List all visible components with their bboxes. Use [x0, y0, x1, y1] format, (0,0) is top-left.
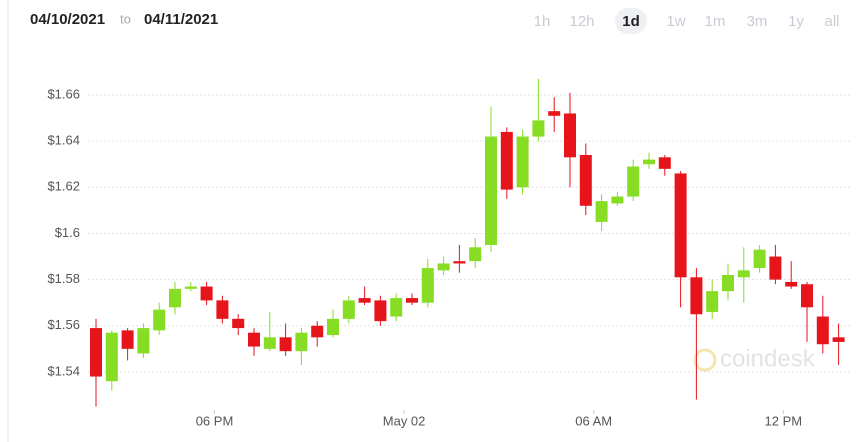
candle-body	[169, 288, 181, 308]
candle-body	[90, 328, 102, 377]
candle-body	[532, 120, 545, 137]
y-tick-label: $1.58	[47, 271, 80, 286]
date-separator: to	[120, 11, 131, 26]
y-tick-label: $1.62	[47, 179, 80, 194]
candle-body	[263, 337, 276, 349]
candle-body	[564, 113, 576, 158]
candle-body	[342, 300, 355, 319]
range-button[interactable]: 1m	[705, 13, 726, 30]
date-from: 04/10/2021	[30, 11, 105, 28]
candle-body	[611, 196, 624, 204]
candle-body	[832, 337, 845, 342]
candle-body	[627, 166, 640, 197]
candle-body	[579, 155, 592, 206]
candle-body	[500, 131, 513, 190]
candle-body	[690, 277, 703, 315]
candle-body	[248, 332, 260, 347]
candle-body	[722, 275, 734, 292]
candle-body	[184, 286, 197, 289]
candle-body	[121, 330, 134, 349]
candle-body	[753, 249, 766, 269]
range-button[interactable]: 3m	[747, 13, 768, 30]
candle-body	[801, 284, 813, 308]
x-tick-label: 06 PM	[196, 413, 234, 428]
candle-body	[548, 111, 561, 116]
candle-body	[595, 201, 608, 222]
candle-body	[406, 298, 418, 303]
candle-body	[327, 318, 339, 335]
date-to: 04/11/2021	[144, 11, 218, 28]
x-tick-label: May 02	[383, 413, 426, 428]
candle-body	[358, 298, 371, 303]
candle-body	[769, 256, 782, 280]
candle-body	[658, 157, 671, 169]
watermark: coindesk	[720, 345, 816, 372]
candle-body	[674, 173, 687, 278]
x-tick-label: 12 PM	[765, 413, 803, 428]
range-button[interactable]: 1w	[666, 13, 685, 30]
range-highlight	[615, 8, 647, 34]
plot: coindesk $1.54 $1.56 $1.58 $1.6 $1.62 $1.64 $1.…	[47, 78, 850, 428]
candle-body	[453, 261, 466, 264]
candle-body	[374, 300, 387, 322]
range-button[interactable]: 1y	[788, 13, 804, 30]
candle-body	[232, 318, 245, 329]
candle-body	[469, 247, 482, 262]
range-button[interactable]: all	[824, 13, 839, 30]
range-selector: 1h 12h 1d 1w 1m 3m 1y all	[534, 8, 840, 34]
candle-body	[643, 159, 655, 165]
candle-body	[737, 270, 750, 278]
range-button[interactable]: 1h	[534, 13, 551, 30]
candle-body	[279, 337, 292, 352]
candle-body	[311, 325, 324, 338]
candle-body	[390, 298, 403, 317]
candle-body	[516, 136, 529, 188]
x-tick-label: 06 AM	[575, 413, 612, 428]
candle-body	[485, 136, 497, 245]
candle-body	[706, 291, 719, 312]
y-tick-label: $1.6	[55, 225, 80, 240]
candle-body	[295, 332, 308, 352]
y-tick-label: $1.64	[47, 133, 80, 148]
candle-body	[137, 328, 150, 354]
candle-body	[437, 263, 450, 271]
candle-body	[816, 316, 829, 345]
candle-body	[421, 268, 434, 303]
range-button[interactable]: 1d	[622, 13, 640, 30]
candle-body	[785, 281, 798, 287]
y-tick-label: $1.56	[47, 317, 80, 332]
y-tick-label: $1.54	[47, 363, 80, 378]
candle-body	[216, 300, 229, 319]
candle-body	[153, 309, 166, 331]
y-tick-label: $1.66	[47, 86, 80, 101]
candle-body	[200, 286, 213, 301]
watermark-logo	[693, 348, 717, 372]
range-button[interactable]: 12h	[569, 13, 594, 30]
candle-body	[105, 332, 118, 382]
